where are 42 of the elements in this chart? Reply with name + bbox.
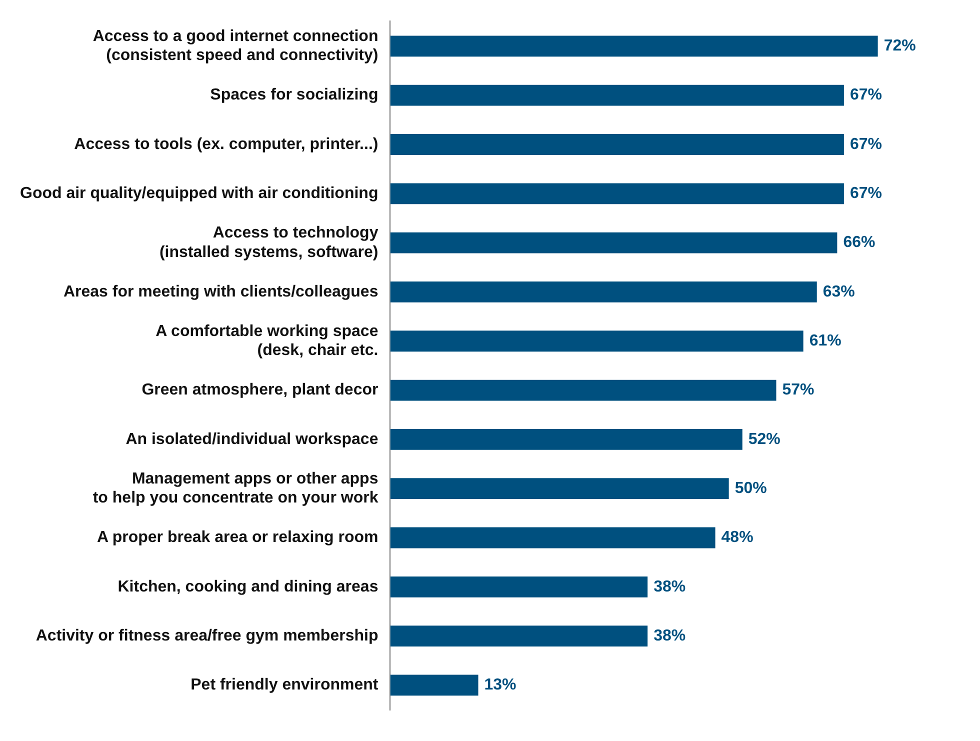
y-tick-label: Pet friendly environment — [190, 676, 379, 694]
data-label: 38% — [654, 627, 686, 644]
y-tick-label: Activity or fitness area/free gym membership — [36, 627, 378, 644]
data-label: 50% — [734, 480, 767, 497]
data-label: 38% — [654, 578, 686, 596]
bar — [390, 282, 817, 302]
bar — [390, 626, 648, 647]
bar — [390, 36, 878, 57]
y-tick-label: Kitchen, cooking and dining areas — [118, 578, 378, 596]
y-tick-label: An isolated/individual workspace — [126, 430, 378, 448]
y-tick-label: A proper break area or relaxing room — [96, 529, 378, 546]
y-tick-label: Areas for meeting with clients/colleagues — [63, 283, 378, 300]
y-tick-label: Good air quality/equipped with air conditioning — [20, 185, 378, 202]
bar — [390, 183, 844, 204]
bar — [390, 232, 838, 254]
y-tick-label: Management apps or other apps to help you concentrate on your work — [92, 470, 378, 507]
data-label: 66% — [843, 234, 876, 252]
data-label: 57% — [782, 382, 814, 399]
bar — [390, 380, 776, 401]
data-label: 67% — [850, 136, 882, 153]
y-tick-label: Spaces for socializing — [210, 86, 378, 104]
data-label: 52% — [748, 430, 780, 448]
data-label: 48% — [721, 529, 754, 546]
data-label: 72% — [884, 38, 916, 55]
y-tick-label: Access to technology (installed systems, software) — [159, 224, 378, 261]
data-label: 61% — [809, 332, 842, 350]
bar — [390, 330, 804, 352]
bar — [390, 134, 844, 155]
bar — [390, 527, 716, 548]
bar — [390, 478, 729, 500]
bar — [390, 428, 742, 450]
data-label: 67% — [850, 86, 882, 104]
bar — [390, 576, 648, 598]
data-label: 63% — [822, 283, 855, 300]
data-label: 67% — [850, 185, 882, 202]
bar — [390, 674, 478, 696]
y-tick-label: Access to tools (ex. computer, printer...) — [74, 136, 378, 153]
data-label: 13% — [484, 676, 516, 694]
y-tick-label: Green atmosphere, plant decor — [142, 382, 378, 399]
bar — [390, 84, 844, 106]
y-tick-label: Access to a good internet connection (consistent speed and connectivity) — [92, 28, 378, 64]
y-tick-label: A comfortable working space (desk, chair etc. — [156, 322, 378, 360]
